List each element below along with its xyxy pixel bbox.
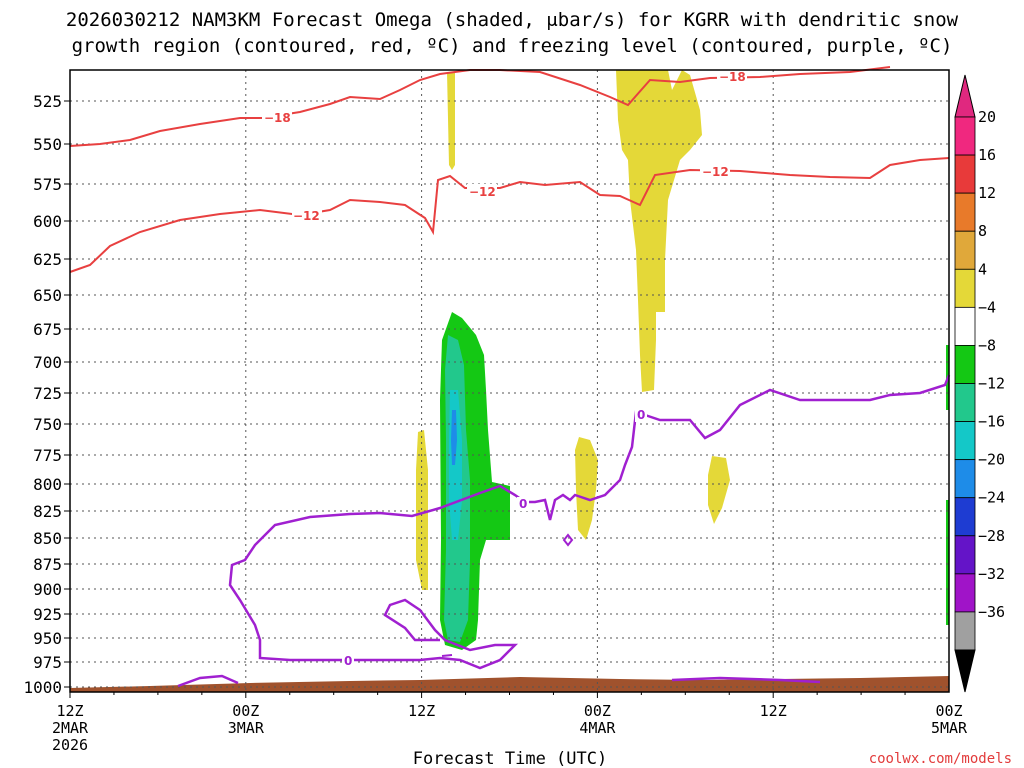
colorbar-swatch bbox=[954, 573, 976, 613]
x-tick-label: 2026 bbox=[52, 736, 88, 754]
terrain bbox=[70, 676, 949, 692]
x-tick-label: 00Z bbox=[232, 702, 259, 720]
colorbar-label: 16 bbox=[978, 146, 996, 164]
y-tick-label: 575 bbox=[33, 175, 62, 194]
colorbar-swatch bbox=[954, 154, 976, 194]
credit-text: coolwx.com/models bbox=[869, 751, 1012, 767]
x-tick-label: 5MAR bbox=[931, 719, 968, 737]
y-tick-label: 550 bbox=[33, 135, 62, 154]
colorbar-swatch bbox=[954, 345, 976, 384]
isotherm-minus12 bbox=[69, 157, 950, 273]
omega-area bbox=[575, 437, 598, 540]
y-tick-label: 675 bbox=[33, 320, 62, 339]
omega-area bbox=[708, 456, 730, 524]
chart-title-line1: 2026030212 NAM3KM Forecast Omega (shaded… bbox=[66, 9, 959, 31]
colorbar-label: −32 bbox=[978, 565, 1005, 583]
colorbar-label: −36 bbox=[978, 603, 1005, 621]
y-tick-label: 525 bbox=[33, 92, 62, 111]
chart-title-line2: growth region (contoured, red, ºC) and f… bbox=[72, 35, 953, 57]
contour-label-0a: 0 bbox=[344, 654, 352, 668]
y-tick-label: 900 bbox=[33, 580, 62, 599]
colorbar-label: −28 bbox=[978, 527, 1005, 545]
contour-label-0b: 0 bbox=[637, 408, 645, 422]
y-tick-label: 700 bbox=[33, 353, 62, 372]
colorbar-label: −12 bbox=[978, 375, 1005, 393]
colorbar-swatch bbox=[954, 421, 976, 461]
y-tick-label: 925 bbox=[33, 605, 62, 624]
colorbar-swatch bbox=[954, 268, 976, 308]
colorbar-swatch bbox=[954, 306, 976, 346]
contour-label-18a: −18 bbox=[719, 70, 746, 84]
x-tick-label: 00Z bbox=[935, 702, 962, 720]
colorbar-swatch bbox=[954, 459, 976, 499]
colorbar-swatch bbox=[954, 535, 976, 575]
y-tick-label: 725 bbox=[33, 384, 62, 403]
colorbar-swatch bbox=[954, 497, 976, 537]
x-tick-label: 00Z bbox=[584, 702, 611, 720]
x-axis-title: Forecast Time (UTC) bbox=[413, 749, 607, 768]
freezing-level-dot bbox=[441, 654, 453, 657]
x-tick-label: 3MAR bbox=[228, 719, 265, 737]
colorbar-swatch bbox=[954, 383, 976, 422]
freezing-level bbox=[228, 374, 951, 662]
colorbar-label: 12 bbox=[978, 184, 996, 202]
y-tick-label: 800 bbox=[33, 475, 62, 494]
omega-area bbox=[447, 72, 455, 170]
colorbar-label: −16 bbox=[978, 413, 1005, 431]
contour-label-12c: −12 bbox=[702, 165, 729, 179]
colorbar-bottom-triangle bbox=[954, 649, 976, 693]
freezing-level-near-surface-2 bbox=[671, 676, 821, 684]
y-tick-label: 650 bbox=[33, 286, 62, 305]
contour-labels: −18 −18 −12 −12 −12 0 0 0 bbox=[262, 70, 747, 668]
freezing-level-lower bbox=[325, 598, 519, 670]
colorbar-swatch bbox=[954, 230, 976, 270]
y-tick-label: 975 bbox=[33, 653, 62, 672]
y-tick-label: 600 bbox=[33, 212, 62, 231]
freezing-level-near-surface bbox=[177, 674, 239, 688]
y-tick-label: 850 bbox=[33, 529, 62, 548]
y-tick-label: 775 bbox=[33, 446, 62, 465]
y-tick-label: 1000 bbox=[23, 678, 62, 697]
plot-background bbox=[70, 70, 949, 692]
contour-label-12b: −12 bbox=[469, 185, 496, 199]
colorbar-label: −20 bbox=[978, 451, 1005, 469]
y-tick-label: 875 bbox=[33, 555, 62, 574]
freezing-level-diamond bbox=[562, 533, 574, 547]
colorbar-label: −24 bbox=[978, 489, 1005, 507]
x-tick-label: 2MAR bbox=[52, 719, 89, 737]
colorbar: 20 16 12 8 4 −4 −8 −12 −16 −20 −24 −28 −32 −36 bbox=[954, 74, 1005, 693]
colorbar-label: −8 bbox=[978, 336, 996, 354]
colorbar-top-triangle bbox=[954, 74, 976, 118]
x-tick-label: 12Z bbox=[56, 702, 83, 720]
contour-label-0c: 0 bbox=[519, 497, 527, 511]
y-tick-label: 750 bbox=[33, 415, 62, 434]
y-tick-label: 950 bbox=[33, 629, 62, 648]
colorbar-label: 4 bbox=[978, 260, 987, 278]
omega-area bbox=[616, 70, 702, 392]
x-tick-label: 12Z bbox=[760, 702, 787, 720]
colorbar-swatch bbox=[954, 116, 976, 156]
contour-label-18b: −18 bbox=[264, 111, 291, 125]
isotherm-minus18 bbox=[69, 66, 891, 147]
x-tick-label: 4MAR bbox=[579, 719, 616, 737]
y-tick-label: 825 bbox=[33, 502, 62, 521]
colorbar-label: 20 bbox=[978, 108, 996, 126]
colorbar-swatch bbox=[954, 611, 976, 651]
y-axis: 525 550 575 600 625 650 675 700 725 750 775 800 825 8… bbox=[23, 92, 70, 697]
colorbar-swatch bbox=[954, 192, 976, 232]
colorbar-label: 8 bbox=[978, 222, 987, 240]
colorbar-label: −4 bbox=[978, 298, 996, 316]
contour-label-12a: −12 bbox=[293, 209, 320, 223]
y-tick-label: 625 bbox=[33, 250, 62, 269]
x-tick-label: 12Z bbox=[408, 702, 435, 720]
